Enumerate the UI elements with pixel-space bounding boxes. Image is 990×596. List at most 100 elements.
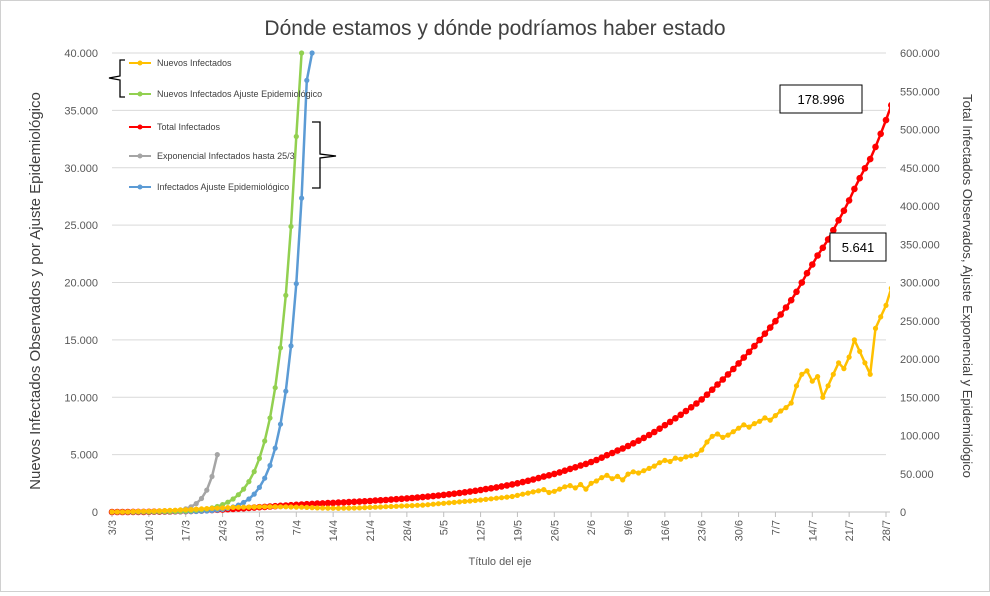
- data-point: [320, 505, 326, 511]
- data-point: [546, 489, 552, 496]
- data-point: [746, 424, 752, 430]
- data-point: [450, 490, 458, 498]
- data-point: [383, 504, 389, 510]
- data-point: [288, 223, 294, 230]
- data-point: [246, 496, 252, 502]
- x-tick-label: 31/3: [254, 520, 266, 541]
- legend-label: Total Infectados: [157, 122, 221, 132]
- data-point: [735, 360, 742, 367]
- data-point: [162, 508, 168, 514]
- data-point: [414, 494, 421, 501]
- data-point: [209, 473, 215, 480]
- left-tick-label: 35.000: [64, 105, 98, 117]
- data-point: [388, 503, 394, 510]
- right-tick-label: 450.000: [900, 163, 940, 175]
- data-point: [662, 457, 668, 463]
- data-point: [472, 497, 478, 504]
- data-point: [193, 501, 199, 507]
- data-point: [125, 509, 131, 515]
- data-point: [561, 467, 569, 475]
- data-point: [399, 503, 405, 509]
- data-point: [614, 473, 621, 479]
- data-point: [408, 494, 416, 502]
- data-point: [572, 464, 579, 471]
- data-point: [699, 447, 705, 453]
- annotation-total: 178.996: [779, 84, 863, 114]
- data-point: [651, 428, 658, 436]
- data-point: [583, 486, 589, 492]
- x-tick-label: 26/5: [549, 520, 561, 541]
- data-point: [529, 476, 537, 483]
- data-point: [503, 482, 511, 489]
- data-point: [640, 434, 648, 442]
- right-tick-label: 350.000: [900, 239, 940, 251]
- data-point: [861, 165, 869, 172]
- data-point: [272, 445, 278, 451]
- data-point: [246, 504, 252, 510]
- data-point: [235, 492, 241, 498]
- right-tick-label: 0: [900, 507, 906, 519]
- series-nuevos-infectados: [109, 285, 931, 515]
- data-point: [425, 502, 431, 508]
- data-point: [888, 285, 890, 291]
- data-point: [520, 491, 526, 497]
- data-point: [783, 405, 789, 411]
- data-point: [119, 509, 126, 515]
- data-point: [551, 470, 558, 478]
- data-point: [703, 391, 711, 399]
- data-point: [872, 325, 879, 331]
- data-point: [635, 470, 642, 476]
- data-point: [414, 502, 420, 508]
- x-tick-label: 14/7: [807, 520, 819, 541]
- left-tick-label: 30.000: [64, 163, 98, 175]
- data-point: [751, 342, 758, 350]
- x-tick-label: 10/3: [144, 520, 156, 541]
- data-point: [535, 488, 542, 494]
- data-point: [309, 50, 315, 56]
- data-point: [272, 385, 278, 391]
- data-point: [267, 415, 273, 421]
- data-point: [356, 505, 363, 511]
- data-point: [366, 497, 374, 505]
- data-point: [367, 504, 373, 510]
- data-point: [836, 360, 842, 366]
- data-point: [424, 493, 432, 500]
- data-point: [146, 508, 152, 514]
- x-tick-label: 21/7: [844, 520, 856, 541]
- left-tick-label: 0: [92, 507, 98, 519]
- data-point: [704, 439, 710, 445]
- data-point: [562, 484, 568, 490]
- data-point: [661, 421, 669, 429]
- data-point: [230, 504, 236, 510]
- data-point: [709, 433, 715, 439]
- data-point: [445, 491, 453, 498]
- data-point: [872, 143, 879, 151]
- right-tick-label: 50.000: [900, 469, 934, 481]
- x-tick-label: 2/6: [586, 520, 598, 535]
- data-point: [440, 491, 448, 499]
- data-point: [335, 499, 342, 506]
- data-point: [630, 469, 636, 475]
- data-point: [619, 445, 626, 452]
- data-point: [767, 417, 773, 423]
- data-point: [809, 261, 816, 268]
- data-point: [688, 453, 694, 459]
- series-line: [112, 105, 890, 514]
- data-point: [567, 483, 573, 489]
- data-point: [772, 317, 779, 325]
- data-point: [362, 505, 368, 511]
- data-point: [324, 499, 332, 507]
- data-point: [657, 460, 663, 466]
- right-tick-label: 200.000: [900, 354, 940, 366]
- x-tick-label: 28/4: [402, 520, 414, 541]
- data-point: [156, 508, 162, 514]
- data-point: [799, 371, 805, 377]
- data-point: [483, 496, 489, 502]
- right-tick-label: 500.000: [900, 125, 940, 137]
- data-point: [926, 291, 931, 296]
- data-point: [683, 454, 689, 460]
- data-point: [288, 343, 294, 349]
- data-point: [319, 500, 326, 507]
